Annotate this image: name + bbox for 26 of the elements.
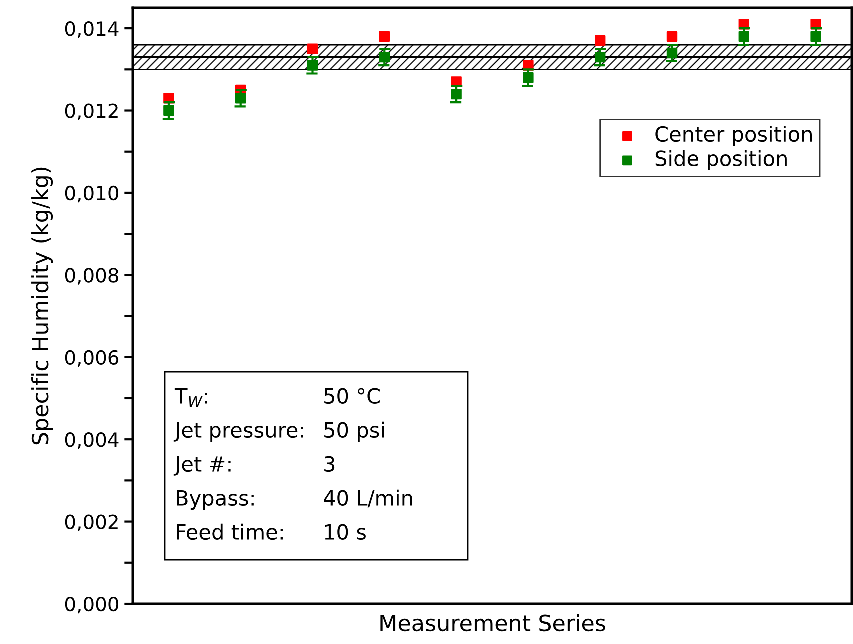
legend-label: Side position xyxy=(656,150,787,170)
annotation: 3 xyxy=(324,456,335,472)
y-axis-title: Specific Humidity (kg/kg) xyxy=(32,168,54,445)
y-tick-label: 0,002 xyxy=(65,514,118,532)
annotation: T$_{W}$: xyxy=(174,388,208,408)
y-tick-label: 0,014 xyxy=(65,22,119,38)
point xyxy=(666,31,678,42)
point xyxy=(307,44,318,54)
annotation: 50 psi xyxy=(324,422,384,442)
point xyxy=(594,36,606,46)
y-tick-label: 0,000 xyxy=(65,596,119,614)
annotation: 10 s xyxy=(325,524,366,540)
annotation: 50 °C xyxy=(324,388,380,404)
annotation: 40 L/min xyxy=(324,490,412,508)
annotation: Bypass: xyxy=(177,490,254,510)
x-axis-title: Measurement Series xyxy=(380,614,606,632)
y-tick-label: 0,004 xyxy=(65,432,119,450)
point xyxy=(379,31,390,42)
annotation: Jet #: xyxy=(174,456,231,476)
annotation: Feed time: xyxy=(177,524,283,540)
y-tick-label: 0,010 xyxy=(65,186,119,203)
annotation: Jet pressure: xyxy=(174,422,304,442)
y-tick-label: 0,008 xyxy=(65,268,118,285)
y-tick-label: 0,006 xyxy=(65,350,119,368)
y-tick-label: 0,012 xyxy=(65,104,118,120)
legend-label: Center position xyxy=(656,126,812,146)
